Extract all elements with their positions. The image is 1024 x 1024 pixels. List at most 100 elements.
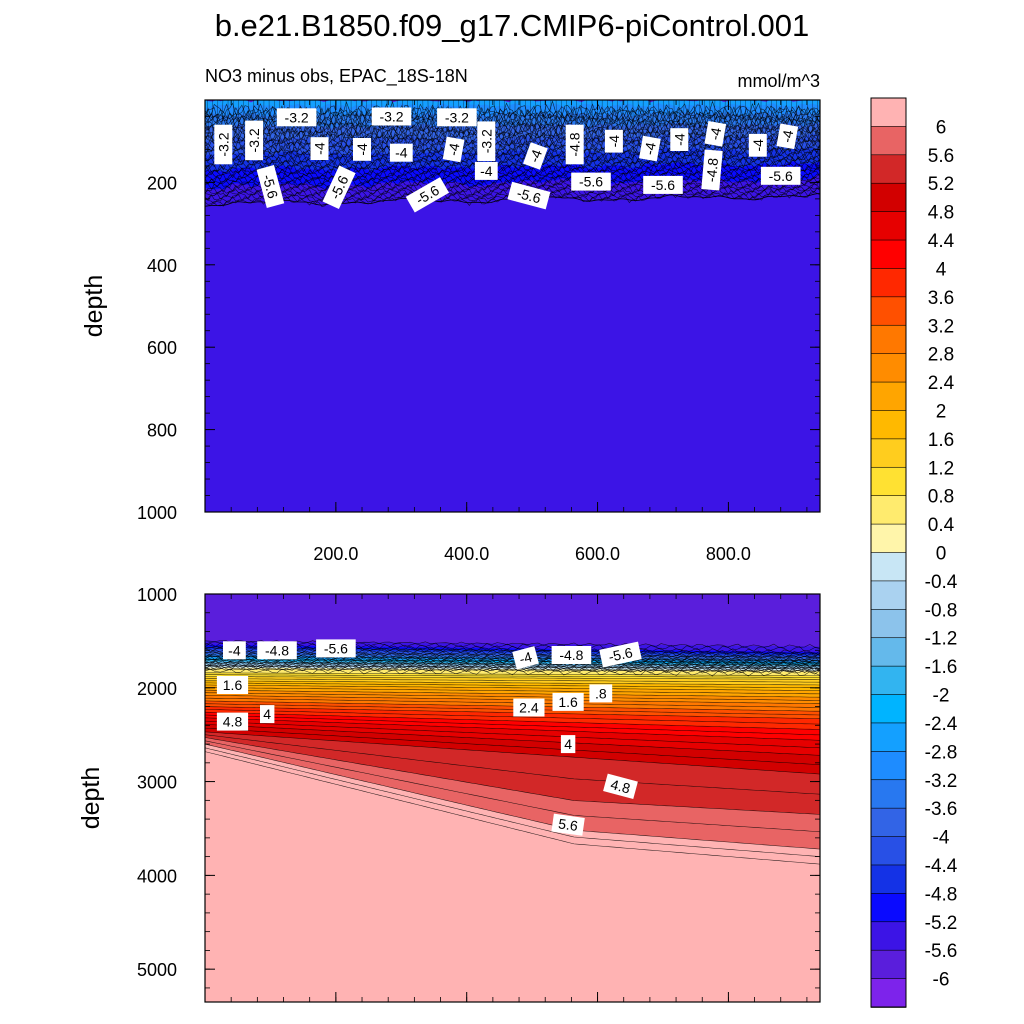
colorbar-tick-label: 0 bbox=[936, 544, 947, 565]
colorbar-tick-label: -5.6 bbox=[925, 941, 958, 962]
upper-contour-line bbox=[273, 100, 276, 146]
colorbar-tick-label: 1.2 bbox=[928, 458, 954, 479]
contour-label: -3.2 bbox=[245, 120, 264, 161]
contour-label-box bbox=[245, 120, 264, 161]
contour-label-box bbox=[276, 108, 317, 127]
colorbar-swatch bbox=[870, 921, 907, 951]
colorbar-tick-label: -3.2 bbox=[925, 771, 958, 792]
contour-label-text: -4 bbox=[750, 139, 766, 152]
contour-label-box bbox=[512, 646, 539, 670]
lower-contour-line bbox=[205, 709, 820, 725]
lower-contour-line bbox=[205, 743, 820, 850]
contour-label-box bbox=[551, 646, 592, 664]
upper-contour-line bbox=[207, 100, 209, 139]
upper-contour-line bbox=[412, 100, 414, 146]
contour-label-text: -5.6 bbox=[651, 177, 675, 193]
lower-contour-line bbox=[205, 747, 820, 857]
colorbar-tick-label: -5.2 bbox=[925, 913, 958, 934]
contour-label: -4 bbox=[604, 129, 623, 153]
contour-label-box bbox=[701, 149, 723, 191]
lower-contour-line bbox=[205, 727, 820, 765]
colorbar-tick-label: 5.2 bbox=[928, 174, 954, 195]
lower-contour-line bbox=[205, 731, 820, 775]
upper-contour-line bbox=[345, 100, 348, 138]
contour-label-box bbox=[389, 143, 413, 162]
colorbar-tick-label: -4.4 bbox=[925, 856, 958, 877]
contour-label-box bbox=[442, 136, 465, 163]
y-tick-label: 200 bbox=[147, 173, 177, 193]
upper-contour-line bbox=[503, 100, 506, 144]
contour-label-text: -4 bbox=[312, 142, 328, 155]
lower-contour-line bbox=[205, 672, 820, 676]
colorbar-tick-label: -0.4 bbox=[925, 572, 958, 593]
lower-contour-line bbox=[205, 649, 820, 660]
contour-label: -5.6 bbox=[256, 165, 285, 208]
colorbar-swatch bbox=[870, 665, 907, 696]
contour-label: -4 bbox=[776, 123, 799, 150]
contour-label-box bbox=[704, 121, 727, 147]
colorbar-swatch bbox=[870, 779, 907, 809]
colorbar-tick-label: 5.6 bbox=[928, 146, 954, 167]
y-tick-label: 400 bbox=[147, 256, 177, 276]
upper-contour-fill bbox=[205, 100, 820, 512]
colorbar-swatch bbox=[870, 864, 907, 895]
colorbar-tick-label: 1.6 bbox=[928, 430, 954, 451]
contour-label: -5.6 bbox=[571, 172, 611, 191]
contour-label-box bbox=[477, 121, 496, 161]
upper-axis-ticks: 200 400 600 800 1000 200.0 400.0 600.0 800.0 bbox=[137, 99, 820, 564]
colorbar-swatch bbox=[870, 466, 907, 497]
colorbar-tick-label: 6 bbox=[936, 117, 947, 138]
contour-label-box bbox=[589, 684, 613, 703]
contour-label-text: -5.6 bbox=[607, 644, 634, 665]
contour-label-box bbox=[214, 124, 233, 165]
upper-contour-line bbox=[205, 143, 820, 160]
contour-label-text: -4.8 bbox=[703, 157, 721, 183]
contour-label-box bbox=[216, 676, 249, 694]
lower-contour-line bbox=[205, 678, 820, 683]
colorbar-swatch bbox=[870, 552, 907, 582]
colorbar-tick-label: -3.6 bbox=[925, 799, 958, 820]
upper-contour-line bbox=[555, 100, 558, 139]
lower-contour-line bbox=[205, 737, 820, 815]
contour-label: -3.2 bbox=[276, 108, 317, 127]
contour-label-box bbox=[216, 712, 249, 731]
contour-label-box bbox=[604, 129, 623, 153]
colorbar-tick-label: -4 bbox=[933, 828, 950, 849]
contour-label-text: -5.6 bbox=[260, 173, 282, 201]
lower-contour-line bbox=[205, 645, 820, 657]
contour-label-box bbox=[670, 128, 689, 152]
contour-label-text: -5.6 bbox=[769, 168, 793, 184]
upper-contour-line bbox=[560, 100, 563, 150]
contour-label-text: -4.8 bbox=[567, 132, 583, 156]
contour-label-box bbox=[599, 641, 642, 668]
contour-label-text: -3.2 bbox=[379, 109, 403, 125]
contour-label-text: -3.2 bbox=[246, 128, 262, 152]
colorbar-swatch bbox=[870, 751, 907, 781]
contour-label-text: 4 bbox=[564, 736, 572, 752]
contour-label-text: .8 bbox=[595, 685, 607, 701]
colorbar-tick-label: 3.6 bbox=[928, 288, 954, 309]
lower-contour-lines bbox=[205, 640, 820, 865]
units-label: mmol/m^3 bbox=[738, 71, 820, 91]
contour-label-box bbox=[310, 137, 329, 161]
contour-label-text: -4 bbox=[641, 141, 659, 156]
upper-contour-line bbox=[668, 100, 671, 140]
colorbar-swatch bbox=[870, 523, 907, 554]
colorbar-tick-label: 2.8 bbox=[928, 345, 954, 366]
contour-label-text: -5.6 bbox=[324, 640, 348, 656]
upper-contour-line bbox=[525, 100, 527, 153]
y-tick-label: 1000 bbox=[137, 503, 177, 523]
contour-label-box bbox=[639, 135, 661, 162]
lower-contour-line bbox=[205, 684, 820, 691]
colorbar-tick-label: 2 bbox=[936, 402, 947, 423]
contour-label-box bbox=[353, 137, 371, 161]
contour-label-box bbox=[257, 641, 297, 660]
contour-label: -4.8 bbox=[701, 149, 723, 191]
lower-contour-line bbox=[205, 682, 820, 689]
colorbar-tick-label: 4.8 bbox=[928, 203, 954, 224]
contour-label: -5.6 bbox=[760, 166, 801, 185]
contour-label-box bbox=[603, 773, 638, 800]
contour-label-box bbox=[571, 172, 611, 191]
contour-label: -4 bbox=[748, 133, 767, 157]
contour-label-text: 2.4 bbox=[519, 700, 539, 716]
